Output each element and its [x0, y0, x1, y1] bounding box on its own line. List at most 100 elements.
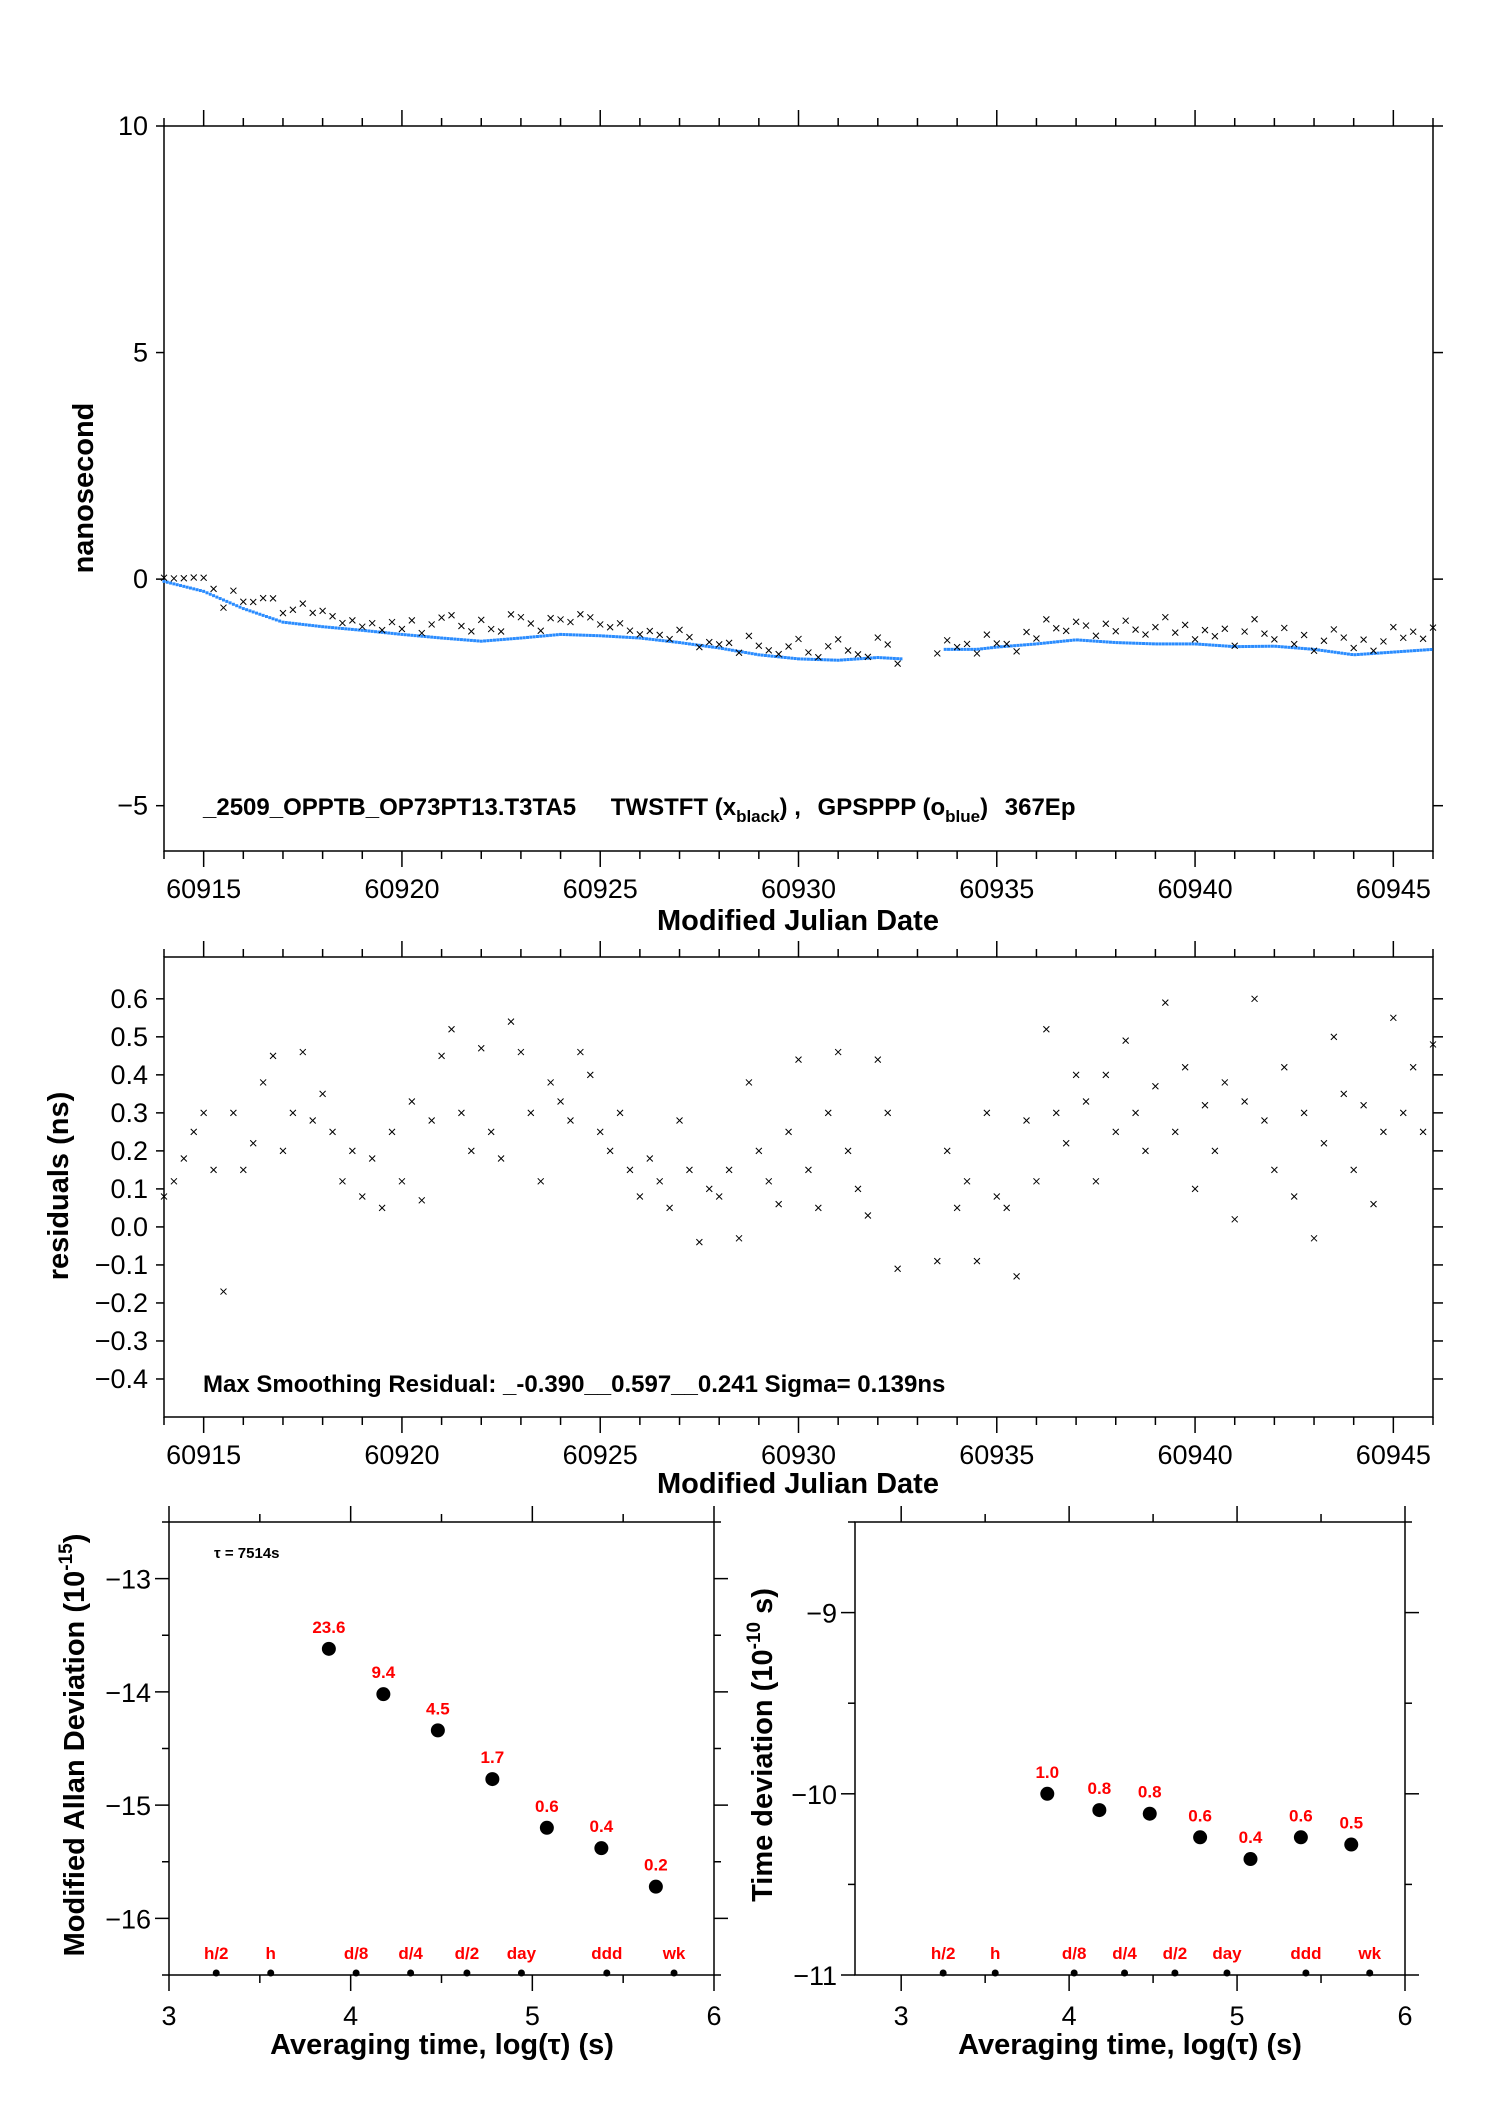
gpsppp-point [956, 647, 960, 651]
twstft-point [299, 600, 307, 607]
x-stroke [765, 647, 773, 654]
residual-point [616, 1109, 624, 1117]
gpsppp-point [1221, 644, 1225, 648]
gpsppp-point [311, 624, 315, 628]
x-stroke [309, 1117, 317, 1124]
data-point-label: 0.6 [535, 1797, 559, 1816]
gpsppp-point [297, 622, 301, 626]
x-stroke [765, 1177, 773, 1185]
y-tick-label: 5 [133, 338, 148, 368]
x-stroke [775, 1200, 783, 1208]
x-stroke [388, 1128, 396, 1136]
twstft-point [814, 653, 822, 661]
gpsppp-point [651, 638, 655, 642]
twstft-point [626, 627, 634, 635]
residual-point [368, 1155, 376, 1162]
gpsppp-point [578, 633, 582, 637]
gpsppp-point [1168, 642, 1172, 646]
gpsppp-point [1257, 644, 1261, 648]
gpsppp-point [1132, 641, 1136, 645]
averaging-time-marker-label: wk [662, 1944, 686, 1963]
gpsppp-point [1016, 643, 1020, 647]
gpsppp-point [188, 586, 192, 590]
averaging-time-marker-label: d/2 [455, 1944, 480, 1963]
gpsppp-point [882, 656, 886, 660]
residual-point [1380, 1128, 1387, 1136]
x-stroke [1062, 627, 1070, 635]
x-stroke [1280, 1063, 1288, 1071]
y-tick-label: −10 [791, 1780, 837, 1810]
residual-point [577, 1048, 584, 1056]
gpsppp-point [1294, 646, 1298, 650]
gpsppp-point [1069, 638, 1073, 642]
twstft-point [438, 614, 445, 621]
gpsppp-point [350, 627, 354, 631]
gpsppp-point [1062, 639, 1066, 643]
residual-point [1191, 1185, 1199, 1193]
x-stroke [814, 653, 822, 661]
gpsppp-point [1184, 642, 1188, 646]
residual-point [735, 1234, 743, 1242]
residual-point [805, 1166, 812, 1174]
gpsppp-point [658, 638, 662, 642]
data-point [1142, 1806, 1157, 1821]
gpsppp-point [393, 632, 397, 636]
gpsppp-point [1075, 638, 1079, 642]
gpsppp-point [370, 629, 374, 633]
twstft-point [210, 585, 217, 593]
x-stroke [1072, 1071, 1080, 1079]
gpsppp-point [172, 582, 176, 586]
y-tick-label: −16 [105, 1904, 151, 1934]
x-stroke [1340, 634, 1348, 641]
residual-point [180, 1155, 188, 1162]
residual-point [487, 1128, 495, 1136]
x-tick-label: 60945 [1356, 874, 1431, 904]
gpsppp-point [966, 647, 970, 651]
x-tick-label: 60935 [959, 1440, 1034, 1470]
gpsppp-point [983, 646, 987, 650]
twstft-point [527, 620, 535, 627]
residual-point [1409, 1063, 1417, 1071]
gpsppp-point [744, 651, 748, 655]
gpsppp-point [450, 637, 454, 641]
residual-point [547, 1079, 555, 1086]
title-id: _2509_OPPTB_OP73PT13.T3TA5 [202, 794, 576, 821]
gpsppp-point [225, 599, 229, 603]
gpsppp-point [1333, 650, 1337, 654]
title-s2-end: ) [980, 794, 988, 821]
plot-frame [163, 956, 1434, 1418]
twstft-point [1389, 623, 1397, 631]
gpsppp-point [218, 597, 222, 601]
residual-point [973, 1257, 981, 1265]
x-stroke [190, 574, 198, 581]
x-axis-label: Averaging time, log(τ) (s) [270, 2029, 614, 2061]
residual-point [1112, 1128, 1120, 1136]
gpsppp-point [334, 626, 338, 630]
y-tick-label: 0.2 [110, 1136, 148, 1166]
x-stroke [943, 1147, 951, 1155]
residual-point [814, 1204, 822, 1212]
residual-point [1320, 1139, 1328, 1147]
gpsppp-point [638, 636, 642, 640]
x-stroke [973, 1257, 981, 1265]
averaging-time-marker-label: h [266, 1944, 276, 1963]
x-tick-label: 60915 [166, 1440, 241, 1470]
y-axis-label: nanosecond [68, 403, 100, 574]
residual-point [586, 1071, 594, 1079]
residual-point [874, 1056, 882, 1063]
gpsppp-point [400, 632, 404, 636]
gpsppp-point [986, 646, 990, 650]
gpsppp-point [787, 656, 791, 660]
gpsppp-point [896, 657, 900, 661]
gpsppp-point [1327, 649, 1331, 653]
twstft-point [1340, 634, 1348, 641]
gpsppp-point [687, 642, 691, 646]
gpsppp-point [853, 657, 857, 661]
x-stroke [1052, 1109, 1060, 1117]
x-stroke [428, 1117, 436, 1124]
x-stroke [329, 1128, 336, 1136]
y-tick-label: −13 [105, 1565, 151, 1595]
gpsppp-point [512, 637, 516, 641]
gpsppp-point [162, 579, 166, 583]
gpsppp-point [443, 636, 447, 640]
